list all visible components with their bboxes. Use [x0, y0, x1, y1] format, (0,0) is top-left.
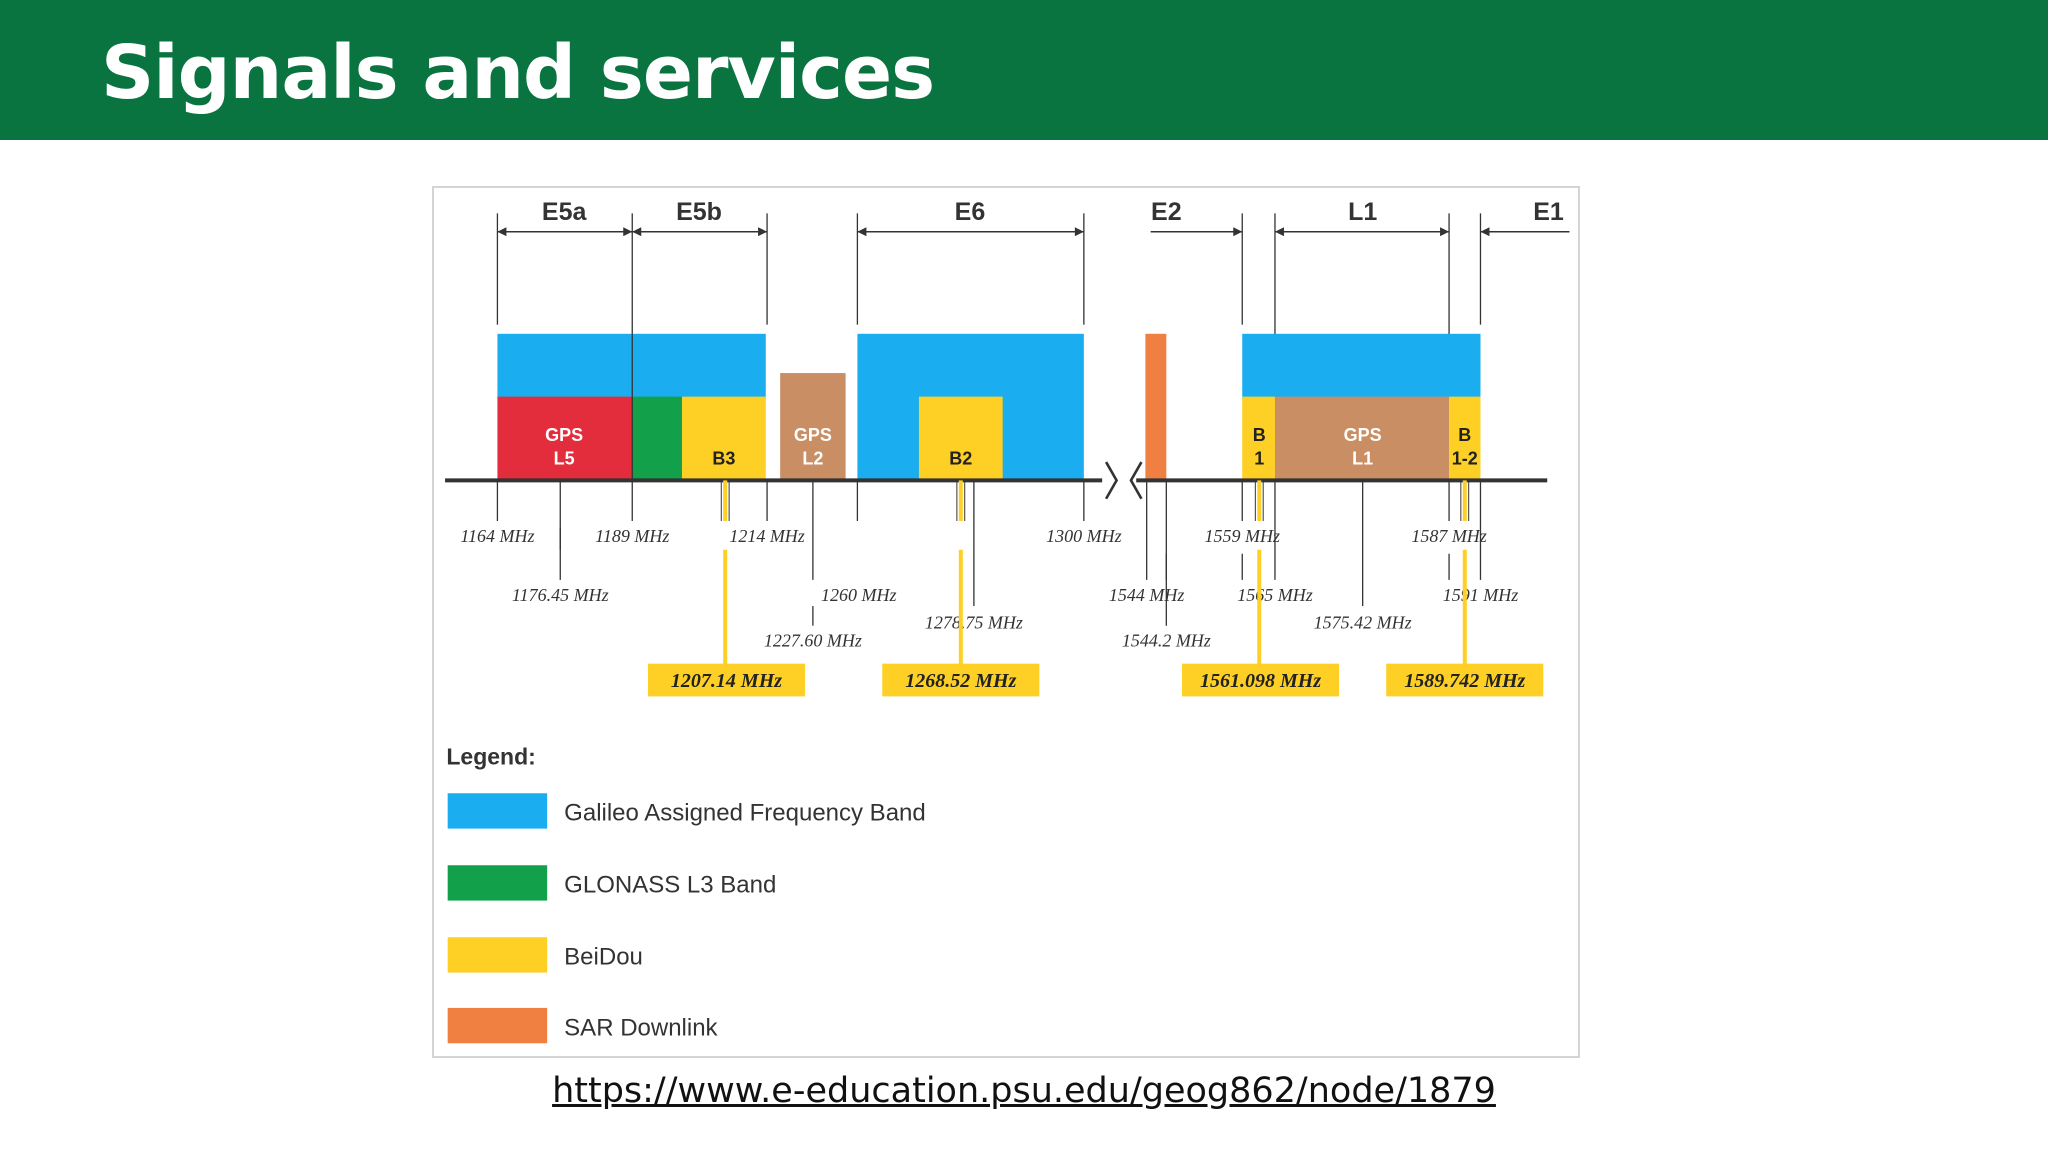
beidou-freq-label-1561-098: 1561.098 MHz — [1200, 670, 1321, 692]
legend-swatch-beidou — [447, 937, 548, 973]
frequency-diagram: E5a E5b E6 E2 L1 E1 GPS L5 B3 GPS L2 B2 B 1 GPS L1 B 1-2 1… — [432, 186, 1580, 1058]
band-label-l1: L1 — [1348, 198, 1377, 226]
block-label-gps-l5: GPS L5 — [545, 425, 583, 469]
block-label-gps-l2: GPS L2 — [794, 425, 832, 469]
gps-l5-block — [497, 396, 633, 481]
frequency-label-1575-42: 1575.42 MHz — [1314, 612, 1412, 632]
frequency-label-1227-60: 1227.60 MHz — [764, 631, 862, 651]
source-link[interactable]: https://www.e-education.psu.edu/geog862/… — [552, 1071, 1496, 1111]
frequency-label-1591: 1591 MHz — [1443, 585, 1519, 605]
slide-title: Signals and services — [101, 30, 935, 116]
beidou-b2-block — [918, 396, 1003, 481]
block-label-b2: B2 — [949, 449, 972, 469]
beidou-freq-box — [647, 663, 806, 697]
legend-label-galileo: Galileo Assigned Frequency Band — [564, 800, 926, 827]
frequency-label-1587: 1587 MHz — [1411, 526, 1487, 546]
frequency-label-1260: 1260 MHz — [821, 585, 897, 605]
galileo-block-l1 — [1242, 333, 1481, 400]
sar-downlink-block — [1145, 333, 1167, 481]
beidou-freq-box — [1182, 663, 1340, 697]
axis-break-right — [1129, 461, 1143, 500]
band-label-e5a: E5a — [542, 198, 588, 226]
legend-label-sar: SAR Downlink — [564, 1014, 718, 1041]
frequency-label-1214: 1214 MHz — [729, 526, 805, 546]
legend-swatch-sar — [447, 1007, 548, 1044]
legend-label-glonass: GLONASS L3 Band — [564, 872, 776, 899]
galileo-block-e5 — [497, 333, 766, 400]
frequency-label-1189: 1189 MHz — [595, 526, 669, 546]
band-label-e2: E2 — [1151, 198, 1182, 226]
frequency-label-1176-45: 1176.45 MHz — [512, 585, 609, 605]
beidou-b3-block — [681, 396, 766, 481]
frequency-label-1544: 1544 MHz — [1109, 585, 1185, 605]
beidou-freq-box — [882, 663, 1040, 697]
block-label-b3: B3 — [712, 449, 735, 469]
frequency-label-1278-75: 1278.75 MHz — [925, 612, 1023, 632]
beidou-freq-label-1207-14: 1207.14 MHz — [671, 670, 782, 692]
gps-l1-block — [1274, 396, 1450, 481]
axis-break-left — [1104, 461, 1119, 500]
block-label-gps-l1: GPS L1 — [1344, 425, 1382, 469]
beidou-freq-box — [1386, 663, 1544, 697]
legend-label-beidou: BeiDou — [564, 944, 643, 971]
frequency-label-1544-2: 1544.2 MHz — [1122, 631, 1211, 651]
frequency-label-1300: 1300 MHz — [1046, 526, 1122, 546]
band-label-e5b: E5b — [676, 198, 722, 226]
gps-l2-block — [780, 373, 846, 481]
legend-swatch-galileo — [447, 793, 548, 829]
beidou-b1-2-block — [1449, 396, 1481, 481]
beidou-b1-block — [1242, 396, 1275, 481]
glonass-l3-block — [632, 396, 682, 481]
frequency-label-1559: 1559 MHz — [1204, 526, 1280, 546]
frequency-diagram-svg: E5a E5b E6 E2 L1 E1 GPS L5 B3 GPS L2 B2 B 1 GPS L1 B 1-2 1… — [445, 198, 1570, 1044]
block-label-b-1-2: B 1-2 — [1452, 425, 1478, 469]
title-bar: Signals and services — [0, 0, 2048, 140]
beidou-freq-label-1589-742: 1589.742 MHz — [1404, 670, 1525, 692]
frequency-label-1164: 1164 MHz — [460, 526, 534, 546]
band-label-e6: E6 — [955, 198, 986, 226]
beidou-freq-label-1268-52: 1268.52 MHz — [905, 670, 1016, 692]
band-label-e1: E1 — [1533, 198, 1564, 226]
legend-swatch-glonass — [447, 865, 548, 901]
frequency-label-1565: 1565 MHz — [1237, 585, 1313, 605]
legend-title: Legend: — [446, 743, 535, 769]
